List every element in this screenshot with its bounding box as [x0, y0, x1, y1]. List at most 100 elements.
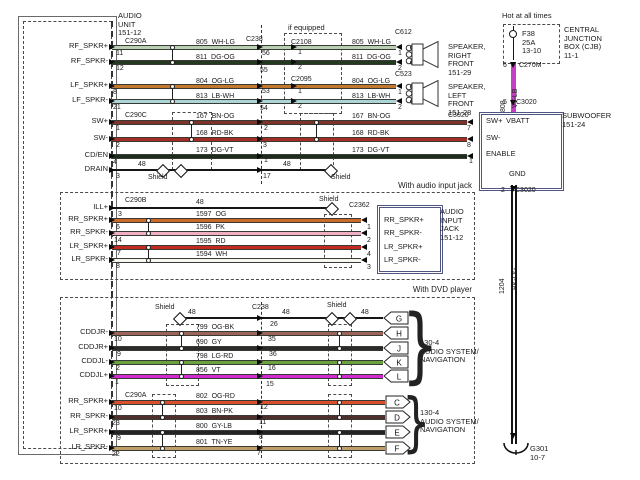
component-port-label: VBATT — [506, 116, 530, 125]
pin-number: 1 — [298, 49, 302, 56]
wire-label: 48 — [283, 161, 291, 168]
twisted-pair-symbol — [339, 364, 340, 374]
subwoofer-label: SUBWOOFER 151-24 — [562, 111, 612, 129]
pin-number: 2 — [501, 187, 505, 194]
wire-arrow-icon — [109, 118, 115, 125]
ground-icon — [503, 442, 529, 455]
wire-856-vt — [112, 374, 383, 379]
pin-number: 9 — [117, 435, 121, 442]
audio-unit-port-label: LR_SPKR- — [71, 442, 108, 451]
wire-803-bn-pk — [112, 415, 385, 420]
component-port-label: LR_SPKR+ — [384, 242, 423, 251]
component-port-label: RR_SPKR- — [384, 228, 422, 237]
pin-number: 6 — [116, 224, 120, 231]
twisted-pair-end — [337, 331, 342, 336]
twisted-pair-end — [314, 120, 319, 125]
twisted-pair-end — [179, 374, 184, 379]
audio-unit-port-label: DRAIN — [84, 164, 108, 173]
wire-arrow-icon — [257, 58, 263, 65]
wire-arrow-icon — [109, 372, 115, 379]
wire-label: Shield — [148, 174, 168, 181]
wire-label: 802 OG-RD — [196, 393, 235, 400]
wire-arrow-icon — [109, 43, 115, 50]
svg-text:L: L — [397, 373, 402, 382]
audio-input-jack-box — [377, 205, 443, 274]
connector-label: C290A — [125, 392, 147, 399]
svg-text:D: D — [394, 414, 400, 423]
audio-unit-port-label: RR_SPKR+ — [68, 396, 108, 405]
vertical-wire-label: 1204 — [499, 278, 506, 294]
audio-unit-port-label: RR_SPKR- — [70, 411, 108, 420]
wire-label: 798 LG-RD — [196, 353, 234, 360]
pin-number: 36 — [269, 351, 277, 358]
wire-arrow-icon — [291, 43, 297, 50]
vertical-wire-label: BK-OG — [512, 267, 519, 290]
twisted-pair-symbol — [181, 335, 182, 346]
wire-arrow-icon — [109, 152, 115, 159]
wire-label: 804 OG-LG — [196, 78, 235, 85]
pin-number: 1 — [398, 89, 402, 96]
wire-arrow-icon — [396, 58, 402, 65]
wire-805-wh-lg — [112, 45, 396, 50]
component-port-label: LR_SPKR- — [384, 255, 421, 264]
wire-label: 813 LB-WH — [196, 93, 235, 100]
vertical-wire-label: VT-LB — [512, 88, 519, 108]
wire-arrow-icon — [109, 358, 115, 365]
twisted-pair-end — [160, 430, 165, 435]
pin-number: 2 — [116, 365, 120, 372]
connector-label: C612 — [395, 29, 412, 36]
svg-text:C: C — [394, 399, 400, 408]
cjb-label: CENTRAL JUNCTION BOX (CJB) 11-1 — [564, 25, 602, 60]
wire-arrow-icon — [396, 43, 402, 50]
shield-box — [324, 214, 352, 268]
wire-label: 856 VT — [196, 367, 221, 374]
twisted-pair-end — [337, 346, 342, 351]
wire-48-drain — [112, 169, 334, 171]
fuse-lead — [513, 26, 514, 60]
wire-813-lb-wh — [112, 99, 396, 104]
twisted-pair-end — [337, 374, 342, 379]
wire-label: 48 — [188, 309, 196, 316]
shield-box — [166, 324, 199, 386]
audio-unit-port-label: SW- — [93, 133, 108, 142]
twisted-pair-symbol — [339, 404, 340, 415]
wire-arrow-icon — [257, 152, 263, 159]
wire-label: 799 OG-BK — [196, 324, 235, 331]
wire-arrow-icon — [109, 204, 115, 211]
wire-label: 168 RD-BK — [352, 130, 390, 137]
audio-unit-port-label: ILL+ — [93, 202, 108, 211]
speaker-left-front-label: SPEAKER, LEFT FRONT 151-28 — [448, 82, 486, 117]
pin-number: 6 — [503, 62, 507, 69]
audio-unit-port-label: RF_SPKR+ — [69, 41, 108, 50]
twisted-pair-end — [189, 120, 194, 125]
wire-label: 805 WH-LG — [352, 39, 391, 46]
twisted-pair-symbol — [162, 434, 163, 446]
pin-number: 1 — [116, 125, 120, 132]
audio-unit-port-label: RF_SPKR- — [70, 56, 108, 65]
wire-label: Shield — [155, 304, 175, 311]
wire-label: 173 DG-VT — [352, 147, 390, 154]
wire-label: 805 WH-LG — [196, 39, 235, 46]
pin-number: 1 — [298, 88, 302, 95]
twisted-pair-end — [170, 60, 175, 65]
pin-number: 3 — [118, 211, 122, 218]
offpage-connector-L: L — [383, 369, 409, 383]
wire-arrow-icon — [109, 58, 115, 65]
wire-798-lg-rd — [112, 360, 383, 365]
component-port-label: ENABLE — [486, 149, 516, 158]
twisted-pair-symbol — [172, 88, 173, 99]
speaker-icon — [405, 79, 439, 108]
wire-804-og-lg — [112, 84, 396, 89]
connector-label: C290B — [125, 197, 147, 204]
wire-arrow-icon — [291, 97, 297, 104]
wire-173-dg-vt — [112, 154, 467, 159]
pin-number: 1 — [264, 157, 268, 164]
connector-label: C3020 — [515, 187, 536, 194]
pin-number: 22 — [112, 451, 120, 458]
audio-unit-port-label: LF_SPKR- — [72, 95, 108, 104]
audio-unit-port-label: RR_SPKR- — [70, 227, 108, 236]
wire-801-tn-ye — [112, 446, 385, 451]
shield-box — [328, 324, 352, 386]
wire-label: 811 DG-OG — [352, 54, 391, 61]
wire-arrow-icon — [257, 118, 263, 125]
